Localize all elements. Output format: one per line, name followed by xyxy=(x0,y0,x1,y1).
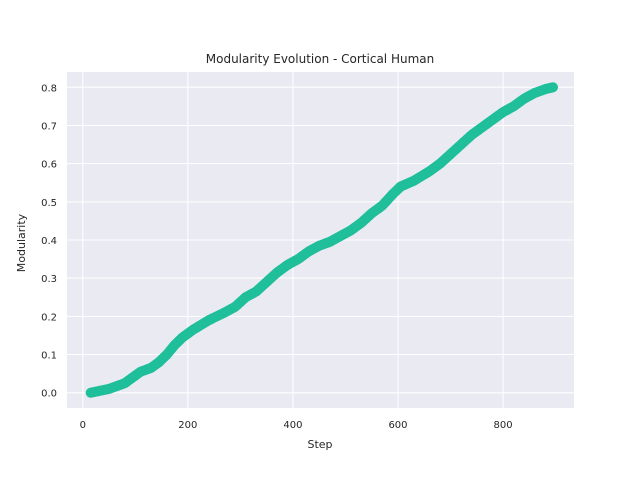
data-point xyxy=(547,82,558,93)
y-tick-label: 0.3 xyxy=(41,274,57,285)
y-tick-label: 0.5 xyxy=(41,198,57,209)
data-points xyxy=(85,82,558,398)
y-tick-label: 0.2 xyxy=(41,312,57,323)
y-axis-label: Modularity xyxy=(15,213,28,272)
x-tick-label: 600 xyxy=(388,420,407,431)
y-tick-label: 0.1 xyxy=(41,351,57,362)
x-tick-label: 200 xyxy=(178,420,197,431)
x-axis-label: Step xyxy=(307,438,332,451)
x-tick-label: 800 xyxy=(494,420,513,431)
y-tick-label: 0.8 xyxy=(41,83,57,94)
x-ticks: 0 200 400 600 800 xyxy=(80,420,513,431)
y-tick-label: 0.4 xyxy=(41,236,57,247)
x-tick-label: 400 xyxy=(283,420,302,431)
x-tick-label: 0 xyxy=(80,420,86,431)
chart-title: Modularity Evolution - Cortical Human xyxy=(206,52,434,66)
y-ticks: 0.0 0.1 0.2 0.3 0.4 0.5 0.6 0.7 0.8 xyxy=(41,83,57,399)
y-tick-label: 0.7 xyxy=(41,121,57,132)
y-tick-label: 0.6 xyxy=(41,160,57,171)
y-tick-label: 0.0 xyxy=(41,389,57,400)
